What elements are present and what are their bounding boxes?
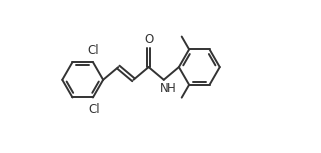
Text: Cl: Cl [88, 44, 100, 57]
Text: N: N [160, 82, 169, 95]
Text: O: O [144, 33, 153, 46]
Text: H: H [167, 82, 175, 95]
Text: Cl: Cl [89, 103, 100, 116]
